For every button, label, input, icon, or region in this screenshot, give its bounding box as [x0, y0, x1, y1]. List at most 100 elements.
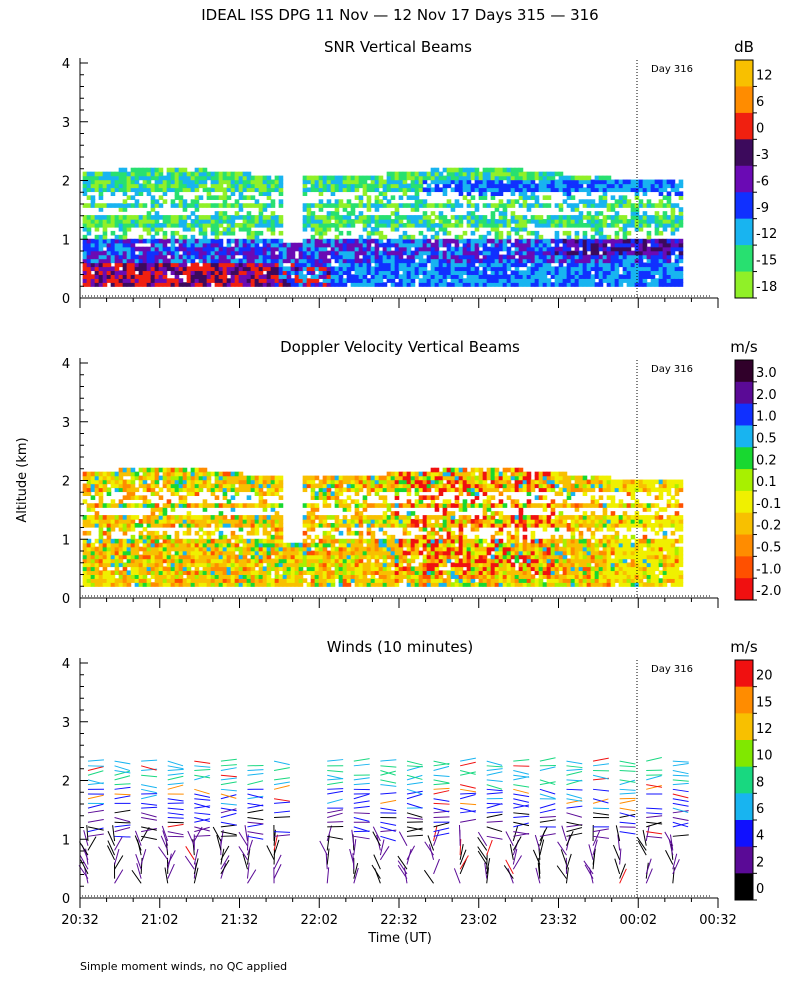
heatmap-cell	[302, 215, 308, 220]
heatmap-cell	[134, 471, 140, 477]
heatmap-cell	[270, 534, 276, 540]
heatmap-cell	[170, 558, 176, 564]
heatmap-cell	[470, 278, 476, 283]
heatmap-cell	[658, 270, 664, 276]
heatmap-cell	[202, 278, 208, 283]
heatmap-cell	[86, 226, 92, 232]
heatmap-cell	[90, 487, 96, 493]
heatmap-cell	[662, 262, 668, 268]
heatmap-cell	[262, 558, 268, 564]
heatmap-cell	[318, 223, 324, 228]
heatmap-cell	[478, 274, 484, 279]
heatmap-cell	[242, 546, 248, 552]
heatmap-cell	[170, 183, 176, 189]
heatmap-cell	[162, 242, 168, 248]
heatmap-cell	[558, 183, 564, 189]
colorbar-swatch	[735, 139, 753, 167]
heatmap-cell	[206, 558, 212, 564]
heatmap-cell	[306, 566, 312, 572]
heatmap-cell	[218, 258, 224, 264]
heatmap-cell	[206, 203, 212, 208]
heatmap-cell	[206, 266, 212, 272]
heatmap-cell	[258, 542, 264, 548]
heatmap-cell	[602, 242, 608, 248]
heatmap-cell	[366, 526, 372, 532]
heatmap-cell	[446, 270, 452, 276]
heatmap-cell	[98, 282, 104, 287]
heatmap-cell	[254, 526, 260, 532]
heatmap-cell	[186, 238, 192, 244]
heatmap-cell	[322, 278, 328, 283]
heatmap-cell	[154, 183, 160, 189]
heatmap-cell	[378, 258, 384, 264]
heatmap-cell	[586, 215, 592, 220]
heatmap-cell	[182, 546, 188, 552]
heatmap-cell	[250, 570, 256, 576]
heatmap-cell	[218, 203, 224, 208]
heatmap-cell	[462, 254, 468, 260]
heatmap-cell	[258, 223, 264, 228]
heatmap-cell	[526, 258, 532, 264]
heatmap-cell	[266, 282, 272, 287]
heatmap-cell	[222, 211, 228, 216]
heatmap-cell	[310, 538, 316, 544]
heatmap-cell	[170, 467, 176, 473]
heatmap-cell	[130, 519, 136, 524]
heatmap-cell	[246, 187, 252, 193]
heatmap-cell	[222, 230, 228, 236]
heatmap-cell	[534, 270, 540, 276]
heatmap-cell	[410, 278, 416, 283]
heatmap-cell	[186, 203, 192, 208]
heatmap-cell	[154, 479, 160, 485]
heatmap-cell	[374, 570, 380, 576]
heatmap-cell	[158, 534, 164, 540]
heatmap-cell	[406, 187, 412, 193]
heatmap-cell	[462, 183, 468, 189]
heatmap-cell	[130, 278, 136, 283]
heatmap-cell	[130, 262, 136, 268]
heatmap-cell	[326, 554, 332, 560]
heatmap-cell	[134, 558, 140, 564]
heatmap-cell	[182, 487, 188, 493]
heatmap-cell	[454, 266, 460, 272]
heatmap-cell	[534, 278, 540, 283]
heatmap-cell	[98, 574, 104, 579]
heatmap-cell	[278, 479, 284, 485]
heatmap-cell	[366, 550, 372, 556]
heatmap-cell	[430, 167, 436, 173]
heatmap-cell	[606, 266, 612, 272]
heatmap-cell	[458, 238, 464, 244]
heatmap-cell	[338, 570, 344, 576]
heatmap-cell	[106, 526, 112, 532]
heatmap-cell	[334, 274, 340, 279]
heatmap-cell	[402, 203, 408, 208]
heatmap-cell	[370, 566, 376, 572]
heatmap-cell	[346, 262, 352, 268]
heatmap-cell	[442, 219, 448, 224]
heatmap-cell	[210, 250, 216, 256]
heatmap-cell	[146, 187, 152, 193]
heatmap-cell	[134, 578, 140, 583]
heatmap-cell	[150, 195, 156, 200]
heatmap-cell	[378, 582, 384, 587]
heatmap-cell	[346, 274, 352, 279]
heatmap-cell	[466, 175, 472, 181]
heatmap-cell	[282, 566, 288, 572]
heatmap-cell	[450, 246, 456, 252]
heatmap-cell	[410, 258, 416, 264]
heatmap-cell	[274, 546, 280, 552]
heatmap-cell	[170, 167, 176, 173]
heatmap-cell	[226, 578, 232, 583]
heatmap-cell	[170, 523, 176, 528]
heatmap-cell	[146, 483, 152, 489]
heatmap-cell	[210, 483, 216, 489]
heatmap-cell	[558, 278, 564, 283]
heatmap-cell	[238, 554, 244, 560]
heatmap-cell	[438, 262, 444, 268]
heatmap-cell	[242, 274, 248, 279]
heatmap-cell	[202, 578, 208, 583]
heatmap-cell	[606, 207, 612, 212]
heatmap-cell	[142, 526, 148, 532]
heatmap-cell	[354, 562, 360, 568]
heatmap-cell	[338, 574, 344, 579]
